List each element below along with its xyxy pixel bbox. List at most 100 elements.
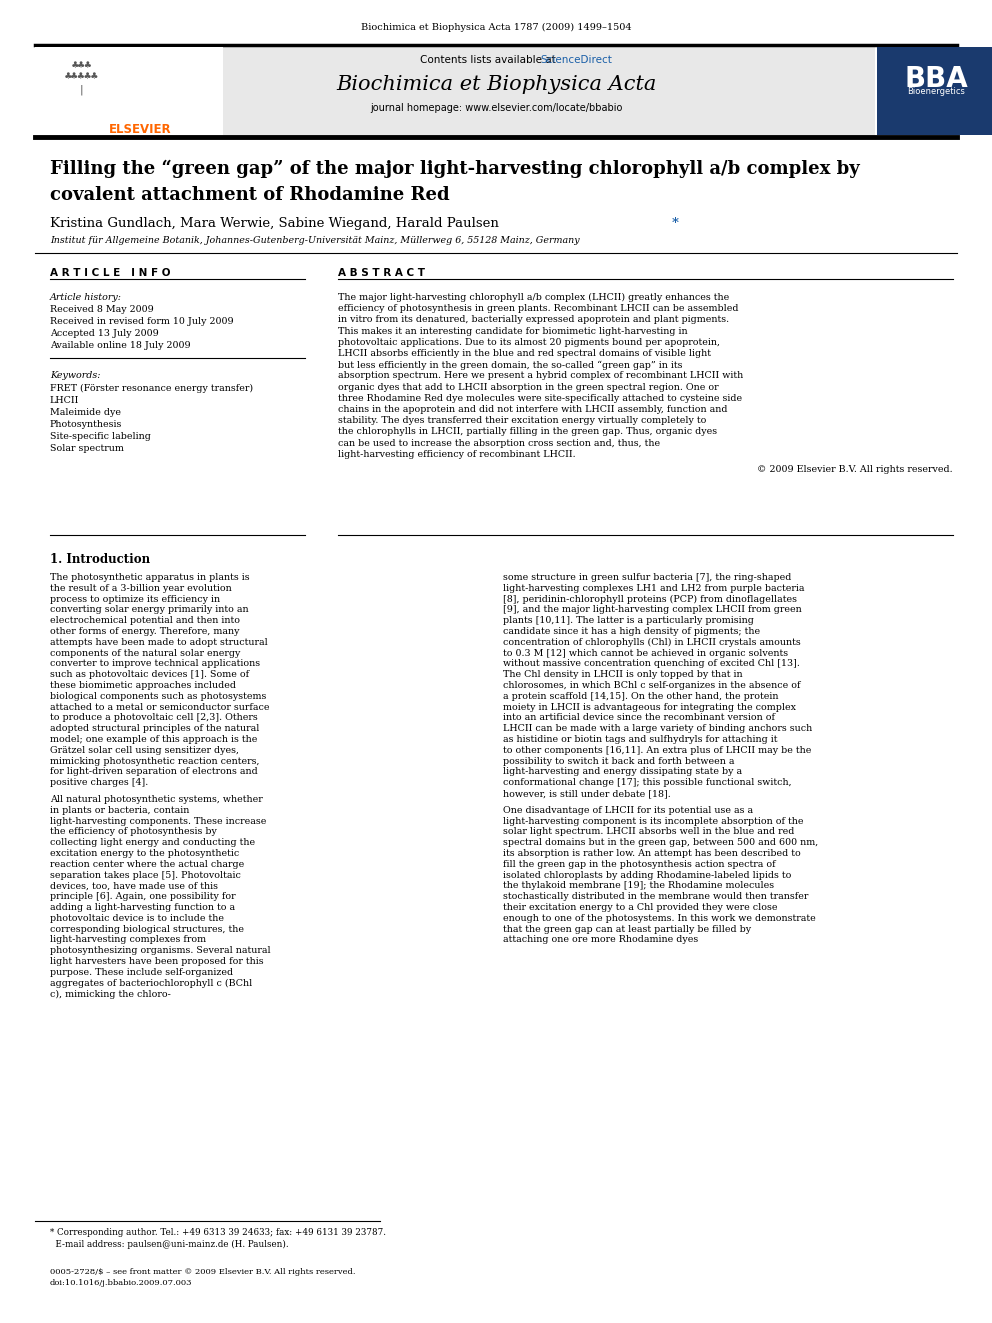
Text: A B S T R A C T: A B S T R A C T (338, 269, 425, 278)
Text: photovoltaic device is to include the: photovoltaic device is to include the (50, 914, 224, 923)
Text: absorption spectrum. Here we present a hybrid complex of recombinant LHCII with: absorption spectrum. Here we present a h… (338, 372, 743, 381)
Text: light-harvesting components. These increase: light-harvesting components. These incre… (50, 816, 267, 826)
Text: some structure in green sulfur bacteria [7], the ring-shaped: some structure in green sulfur bacteria … (503, 573, 792, 582)
Text: Kristina Gundlach, Mara Werwie, Sabine Wiegand, Harald Paulsen: Kristina Gundlach, Mara Werwie, Sabine W… (50, 217, 503, 230)
Text: * Corresponding author. Tel.: +49 6313 39 24633; fax: +49 6131 39 23787.: * Corresponding author. Tel.: +49 6313 3… (50, 1228, 386, 1237)
Text: model; one example of this approach is the: model; one example of this approach is t… (50, 736, 257, 744)
Text: converter to improve technical applications: converter to improve technical applicati… (50, 659, 260, 668)
Text: © 2009 Elsevier B.V. All rights reserved.: © 2009 Elsevier B.V. All rights reserved… (757, 464, 953, 474)
Text: c), mimicking the chloro-: c), mimicking the chloro- (50, 990, 171, 999)
Text: attempts have been made to adopt structural: attempts have been made to adopt structu… (50, 638, 268, 647)
Text: photovoltaic applications. Due to its almost 20 pigments bound per apoprotein,: photovoltaic applications. Due to its al… (338, 337, 720, 347)
Text: three Rhodamine Red dye molecules were site-specifically attached to cysteine si: three Rhodamine Red dye molecules were s… (338, 394, 742, 402)
Text: covalent attachment of Rhodamine Red: covalent attachment of Rhodamine Red (50, 187, 449, 204)
Text: light-harvesting and energy dissipating state by a: light-harvesting and energy dissipating … (503, 767, 742, 777)
Text: conformational change [17]; this possible functional switch,: conformational change [17]; this possibl… (503, 778, 792, 787)
Text: solar light spectrum. LHCII absorbs well in the blue and red: solar light spectrum. LHCII absorbs well… (503, 827, 795, 836)
Text: as histidine or biotin tags and sulfhydryls for attaching it: as histidine or biotin tags and sulfhydr… (503, 736, 778, 744)
Text: electrochemical potential and then into: electrochemical potential and then into (50, 617, 240, 626)
Text: the thylakoid membrane [19]; the Rhodamine molecules: the thylakoid membrane [19]; the Rhodami… (503, 881, 774, 890)
Text: ♣♣♣
♣♣♣♣♣
  |: ♣♣♣ ♣♣♣♣♣ | (65, 61, 99, 95)
Text: a protein scaffold [14,15]. On the other hand, the protein: a protein scaffold [14,15]. On the other… (503, 692, 779, 701)
Text: the result of a 3-billion year evolution: the result of a 3-billion year evolution (50, 583, 232, 593)
Text: collecting light energy and conducting the: collecting light energy and conducting t… (50, 839, 255, 847)
Text: to other components [16,11]. An extra plus of LHCII may be the: to other components [16,11]. An extra pl… (503, 746, 811, 755)
Text: light-harvesting component is its incomplete absorption of the: light-harvesting component is its incomp… (503, 816, 804, 826)
Text: Received 8 May 2009: Received 8 May 2009 (50, 306, 154, 314)
Text: in plants or bacteria, contain: in plants or bacteria, contain (50, 806, 189, 815)
Text: possibility to switch it back and forth between a: possibility to switch it back and forth … (503, 757, 734, 766)
Text: concentration of chlorophylls (Chl) in LHCII crystals amounts: concentration of chlorophylls (Chl) in L… (503, 638, 801, 647)
Text: excitation energy to the photosynthetic: excitation energy to the photosynthetic (50, 849, 239, 859)
Text: for light-driven separation of electrons and: for light-driven separation of electrons… (50, 767, 258, 777)
Text: process to optimize its efficiency in: process to optimize its efficiency in (50, 594, 220, 603)
Text: FRET (Förster resonance energy transfer): FRET (Förster resonance energy transfer) (50, 384, 253, 393)
Text: efficiency of photosynthesis in green plants. Recombinant LHCII can be assembled: efficiency of photosynthesis in green pl… (338, 304, 738, 314)
Text: isolated chloroplasts by adding Rhodamine-labeled lipids to: isolated chloroplasts by adding Rhodamin… (503, 871, 792, 880)
Text: Solar spectrum: Solar spectrum (50, 445, 124, 452)
Text: Site-specific labeling: Site-specific labeling (50, 433, 151, 441)
Text: ELSEVIER: ELSEVIER (109, 123, 172, 136)
Text: The Chl density in LHCII is only topped by that in: The Chl density in LHCII is only topped … (503, 671, 743, 679)
Text: fill the green gap in the photosynthesis action spectra of: fill the green gap in the photosynthesis… (503, 860, 776, 869)
Text: mimicking photosynthetic reaction centers,: mimicking photosynthetic reaction center… (50, 757, 260, 766)
Text: Keywords:: Keywords: (50, 370, 100, 380)
Text: Filling the “green gap” of the major light-harvesting chlorophyll a/b complex by: Filling the “green gap” of the major lig… (50, 160, 860, 179)
Text: light-harvesting complexes from: light-harvesting complexes from (50, 935, 206, 945)
Text: candidate since it has a high density of pigments; the: candidate since it has a high density of… (503, 627, 760, 636)
Text: [8], peridinin-chlorophyll proteins (PCP) from dinoflagellates: [8], peridinin-chlorophyll proteins (PCP… (503, 594, 797, 603)
Text: light harvesters have been proposed for this: light harvesters have been proposed for … (50, 957, 264, 966)
Text: attached to a metal or semiconductor surface: attached to a metal or semiconductor sur… (50, 703, 270, 712)
Text: stability. The dyes transferred their excitation energy virtually completely to: stability. The dyes transferred their ex… (338, 417, 706, 425)
Text: plants [10,11]. The latter is a particularly promising: plants [10,11]. The latter is a particul… (503, 617, 754, 626)
Text: organic dyes that add to LHCII absorption in the green spectral region. One or: organic dyes that add to LHCII absorptio… (338, 382, 718, 392)
Text: photosynthesizing organisms. Several natural: photosynthesizing organisms. Several nat… (50, 946, 271, 955)
Text: Contents lists available at: Contents lists available at (420, 56, 559, 65)
Text: light-harvesting efficiency of recombinant LHCII.: light-harvesting efficiency of recombina… (338, 450, 575, 459)
Text: but less efficiently in the green domain, the so-called “green gap” in its: but less efficiently in the green domain… (338, 360, 682, 369)
Text: that the green gap can at least partially be filled by: that the green gap can at least partiall… (503, 925, 751, 934)
Text: the chlorophylls in LHCII, partially filling in the green gap. Thus, organic dye: the chlorophylls in LHCII, partially fil… (338, 427, 717, 437)
Text: adopted structural principles of the natural: adopted structural principles of the nat… (50, 724, 259, 733)
Text: The photosynthetic apparatus in plants is: The photosynthetic apparatus in plants i… (50, 573, 250, 582)
Text: converting solar energy primarily into an: converting solar energy primarily into a… (50, 606, 249, 614)
Text: *: * (672, 217, 679, 230)
Text: reaction center where the actual charge: reaction center where the actual charge (50, 860, 244, 869)
Text: Grätzel solar cell using sensitizer dyes,: Grätzel solar cell using sensitizer dyes… (50, 746, 239, 755)
Text: chains in the apoprotein and did not interfere with LHCII assembly, function and: chains in the apoprotein and did not int… (338, 405, 727, 414)
Text: 1. Introduction: 1. Introduction (50, 553, 150, 566)
Text: positive charges [4].: positive charges [4]. (50, 778, 148, 787)
Bar (35, 48, 223, 135)
Text: separation takes place [5]. Photovoltaic: separation takes place [5]. Photovoltaic (50, 871, 241, 880)
Text: to 0.3 M [12] which cannot be achieved in organic solvents: to 0.3 M [12] which cannot be achieved i… (503, 648, 788, 658)
Text: Photosynthesis: Photosynthesis (50, 419, 122, 429)
Text: doi:10.1016/j.bbabio.2009.07.003: doi:10.1016/j.bbabio.2009.07.003 (50, 1279, 192, 1287)
Text: Article history:: Article history: (50, 292, 122, 302)
Text: their excitation energy to a Chl provided they were close: their excitation energy to a Chl provide… (503, 904, 778, 912)
Bar (877, 48, 992, 135)
Text: This makes it an interesting candidate for biomimetic light-harvesting in: This makes it an interesting candidate f… (338, 327, 687, 336)
Text: E-mail address: paulsen@uni-mainz.de (H. Paulsen).: E-mail address: paulsen@uni-mainz.de (H.… (50, 1240, 289, 1249)
Text: Institut für Allgemeine Botanik, Johannes-Gutenberg-Universität Mainz, Müllerweg: Institut für Allgemeine Botanik, Johanne… (50, 235, 579, 245)
Text: in vitro from its denatured, bacterially expressed apoprotein and plant pigments: in vitro from its denatured, bacterially… (338, 315, 729, 324)
Text: A R T I C L E   I N F O: A R T I C L E I N F O (50, 269, 171, 278)
Text: ScienceDirect: ScienceDirect (540, 56, 612, 65)
Text: The major light-harvesting chlorophyll a/b complex (LHCII) greatly enhances the: The major light-harvesting chlorophyll a… (338, 292, 729, 302)
Text: moiety in LHCII is advantageous for integrating the complex: moiety in LHCII is advantageous for inte… (503, 703, 796, 712)
Text: Maleimide dye: Maleimide dye (50, 407, 121, 417)
Text: Received in revised form 10 July 2009: Received in revised form 10 July 2009 (50, 318, 234, 325)
Text: such as photovoltaic devices [1]. Some of: such as photovoltaic devices [1]. Some o… (50, 671, 249, 679)
Text: journal homepage: www.elsevier.com/locate/bbabio: journal homepage: www.elsevier.com/locat… (370, 103, 622, 112)
Text: biological components such as photosystems: biological components such as photosyste… (50, 692, 267, 701)
Text: principle [6]. Again, one possibility for: principle [6]. Again, one possibility fo… (50, 892, 236, 901)
Text: aggregates of bacteriochlorophyll c (BChl: aggregates of bacteriochlorophyll c (BCh… (50, 979, 252, 988)
Text: without massive concentration quenching of excited Chl [13].: without massive concentration quenching … (503, 659, 800, 668)
Text: its absorption is rather low. An attempt has been described to: its absorption is rather low. An attempt… (503, 849, 801, 859)
Bar (35, 48, 875, 135)
Text: purpose. These include self-organized: purpose. These include self-organized (50, 968, 233, 976)
Text: components of the natural solar energy: components of the natural solar energy (50, 648, 240, 658)
Text: adding a light-harvesting function to a: adding a light-harvesting function to a (50, 904, 235, 912)
Text: LHCII can be made with a large variety of binding anchors such: LHCII can be made with a large variety o… (503, 724, 812, 733)
Text: Bioenergetics: Bioenergetics (907, 87, 965, 97)
Text: can be used to increase the absorption cross section and, thus, the: can be used to increase the absorption c… (338, 439, 660, 447)
